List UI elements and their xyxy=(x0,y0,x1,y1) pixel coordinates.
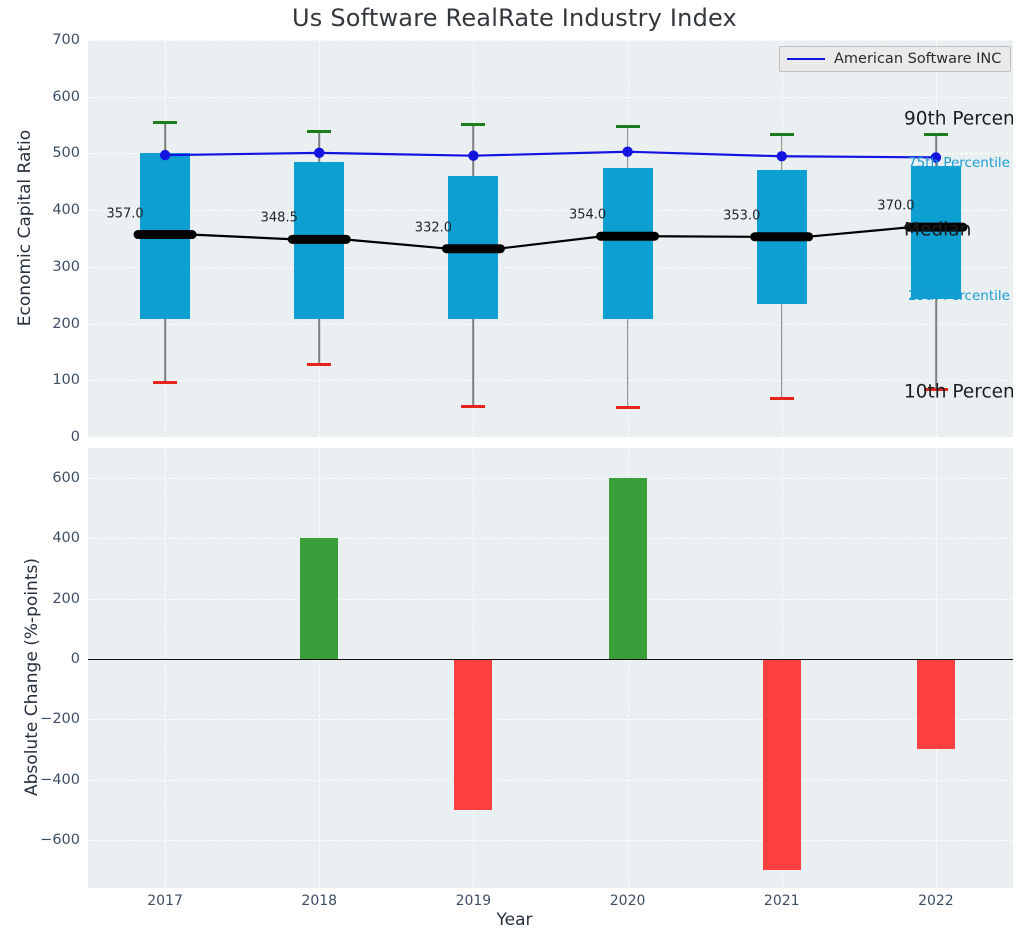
y-axis-tick-label: −600 xyxy=(40,831,80,848)
whisker-cap-p10 xyxy=(153,380,178,385)
vertical-gridline xyxy=(319,448,321,888)
x-axis-tick-label: 2019 xyxy=(455,893,492,909)
box-interquartile-range xyxy=(448,176,499,320)
chart-title: Us Software RealRate Industry Index xyxy=(292,4,737,32)
y-axis-tick-label: 500 xyxy=(52,145,80,162)
gridline xyxy=(88,380,1013,382)
change-bar xyxy=(762,658,801,870)
annotation-25th-percentile: 25th Percentile xyxy=(908,287,1010,304)
whisker-cap-p90 xyxy=(153,120,178,124)
y-axis-tick-label: 200 xyxy=(52,590,80,607)
y-axis-tick-label: 0 xyxy=(70,429,80,445)
y-axis-tick-label: −400 xyxy=(40,771,80,788)
bottom-y-axis-ticks: −600 −400 −200 0 200 400 600 xyxy=(0,448,80,888)
gridline xyxy=(88,153,1013,155)
whisker-cap-p10 xyxy=(461,404,486,408)
top-panel-line-overlay xyxy=(133,146,968,254)
median-value-label: 348.5 xyxy=(260,210,298,226)
x-axis-label: Year xyxy=(496,910,533,930)
y-axis-tick-label: 100 xyxy=(52,372,80,389)
gridline xyxy=(88,538,1013,540)
annotation-75th-percentile: 75th Percentile xyxy=(908,155,1010,172)
gridline xyxy=(88,266,1013,268)
whisker-cap-p90 xyxy=(615,125,640,129)
box-interquartile-range xyxy=(294,161,345,320)
median-value-label: 354.0 xyxy=(568,207,607,223)
gridline xyxy=(88,323,1013,325)
change-bar xyxy=(454,658,493,810)
chart-legend: American Software INC xyxy=(779,46,1012,72)
gridline xyxy=(88,40,1013,41)
whisker-cap-p90 xyxy=(923,133,948,137)
median-value-label: 370.0 xyxy=(877,198,915,214)
change-bar xyxy=(916,658,955,750)
whisker-cap-p10 xyxy=(307,363,332,367)
median-connector-line xyxy=(140,226,961,250)
annotation-10th-percentile: 10th Percentile xyxy=(904,381,1013,403)
top-y-axis-label: Economic Capital Ratio xyxy=(15,129,35,327)
y-axis-tick-label: 0 xyxy=(70,650,80,667)
top-y-axis-ticks: 0 100 200 300 400 500 600 700 xyxy=(0,32,80,445)
y-axis-tick-label: 200 xyxy=(52,315,80,332)
whisker-cap-p90 xyxy=(769,133,794,137)
whisker-cap-p90 xyxy=(307,130,332,134)
gridline xyxy=(88,96,1013,98)
median-value-label: 332.0 xyxy=(414,220,453,236)
change-bar xyxy=(300,538,339,659)
y-axis-tick-label: 400 xyxy=(52,530,80,547)
y-axis-tick-label: 600 xyxy=(52,88,80,105)
x-axis-tick-label: 2020 xyxy=(609,893,646,909)
y-axis-tick-label: −200 xyxy=(40,711,80,728)
annotation-90th-percentile: 90th Percentile xyxy=(904,108,1013,130)
median-value-label: 353.0 xyxy=(723,208,761,224)
box-interquartile-range xyxy=(602,167,653,320)
x-axis-tick-label: 2021 xyxy=(763,893,800,909)
x-axis-tick-label: 2018 xyxy=(301,893,338,909)
x-axis-tick-label: 2022 xyxy=(918,893,954,909)
y-axis-tick-label: 300 xyxy=(52,258,80,275)
legend-line-swatch xyxy=(787,58,825,60)
box-interquartile-range xyxy=(140,153,191,320)
y-axis-tick-label: 400 xyxy=(52,202,80,219)
gridline xyxy=(88,210,1013,212)
bottom-y-axis-label: Absolute Change (%-points) xyxy=(22,558,42,796)
vertical-gridline xyxy=(627,448,629,888)
whisker-cap-p90 xyxy=(461,122,486,126)
x-axis-tick-label: 2017 xyxy=(147,893,183,909)
absolute-change-panel xyxy=(88,448,1013,888)
economic-capital-ratio-panel: 357.0 348.5 332.0 354.0 353.0 370.0 90th Perc… xyxy=(88,40,1013,437)
zero-baseline xyxy=(88,658,1013,660)
median-value-label: 357.0 xyxy=(106,206,144,222)
y-axis-tick-label: 700 xyxy=(52,32,80,48)
whisker-cap-p10 xyxy=(615,405,640,409)
box-interquartile-range xyxy=(756,170,807,304)
y-axis-tick-label: 600 xyxy=(52,470,80,487)
gridline xyxy=(88,839,1013,841)
vertical-gridline xyxy=(165,448,167,888)
gridline xyxy=(88,719,1013,721)
whisker-cap-p10 xyxy=(923,388,948,392)
gridline xyxy=(88,598,1013,600)
legend-label: American Software INC xyxy=(834,51,1002,67)
gridline xyxy=(88,779,1013,781)
gridline xyxy=(88,478,1013,480)
change-bar xyxy=(608,478,647,659)
annotation-median: Median xyxy=(904,219,972,241)
whisker-cap-p10 xyxy=(769,397,794,401)
